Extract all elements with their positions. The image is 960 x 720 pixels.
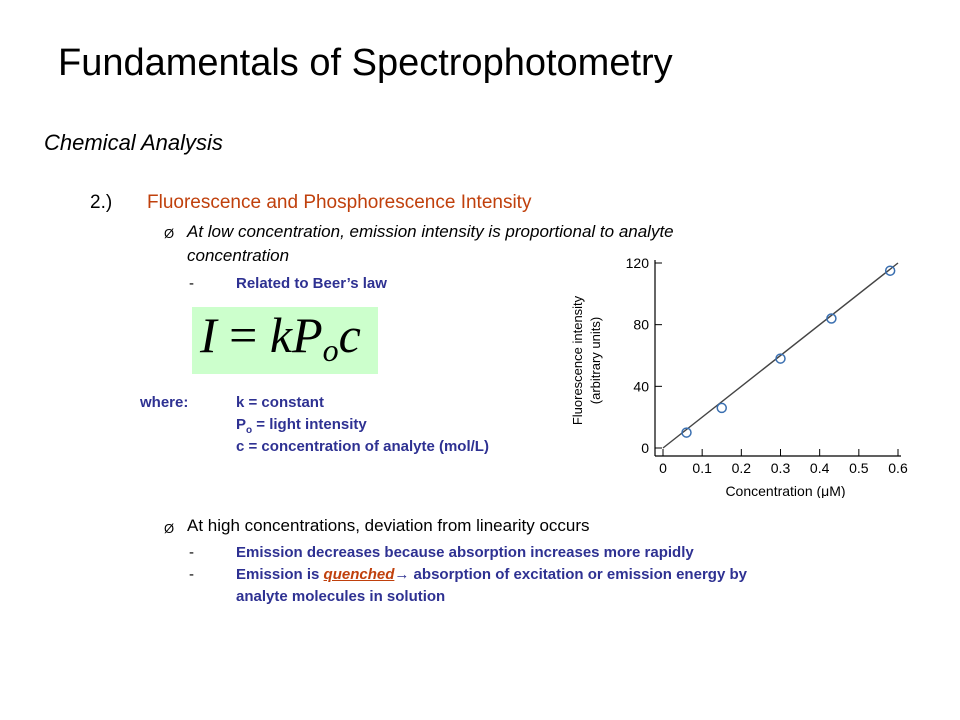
slide-title: Fundamentals of Spectrophotometry (58, 42, 673, 84)
x-tick-label: 0.6 (888, 460, 908, 476)
x-axis-label: Concentration (μM) (725, 483, 845, 498)
y-tick-label: 40 (633, 378, 649, 394)
equation-c: c (338, 307, 361, 363)
equation-box (192, 307, 378, 374)
where-c: c = concentration of analyte (mol/L) (236, 438, 489, 455)
y-tick-label: 80 (633, 317, 649, 333)
bullet-1-line-2: concentration (187, 246, 290, 265)
bullet-2-text: At high concentrations, deviation from l… (187, 516, 590, 535)
data-point (775, 353, 786, 364)
dash-3: - (189, 566, 194, 583)
equation-p: P (292, 307, 323, 363)
x-tick-label: 0.3 (771, 460, 791, 476)
deviation-2-post: absorption of excitation or emission ene… (409, 566, 747, 583)
deviation-2: Emission is quenched→ absorption of exci… (236, 566, 747, 583)
fit-line (662, 262, 899, 449)
y-tick-label: 120 (626, 255, 650, 271)
bullet-arrow-icon: Ø (164, 226, 175, 241)
bullet-1-line-1: At low concentration, emission intensity… (187, 222, 674, 241)
data-point (826, 313, 837, 324)
x-tick-label: 0.5 (849, 460, 869, 476)
quenched-word: quenched (323, 566, 395, 583)
dash-2: - (189, 544, 194, 561)
bullet-arrow-icon-2: Ø (164, 521, 175, 536)
bullet-1-text: At low concentration, emission intensity… (187, 220, 887, 268)
dash-1: - (189, 275, 194, 292)
where-p-rest: = light intensity (252, 416, 367, 433)
data-point (716, 402, 727, 414)
y-axis-label-line-1: Fluorescence intensity (570, 295, 585, 425)
item-title: Fluorescence and Phosphorescence Intensi… (147, 192, 532, 213)
x-tick-label: 0.4 (810, 460, 830, 476)
equation-k: k (269, 307, 293, 363)
where-p-main: P (236, 416, 247, 433)
slide-subtitle: Chemical Analysis (44, 130, 223, 155)
deviation-2-line-2: analyte molecules in solution (236, 588, 446, 605)
data-point (681, 427, 692, 438)
fluorescence-chart: 0 40 80 120 0 0.1 0.2 0.3 0.4 0.5 0.6 Concentration… (570, 255, 908, 498)
y-tick-label: 0 (641, 440, 649, 456)
data-point (884, 265, 896, 276)
where-k: k = constant (236, 394, 324, 411)
deviation-2-pre: Emission is (236, 566, 324, 583)
arrow-icon: → (394, 566, 410, 583)
equation: I = kPoc (200, 306, 361, 369)
equation-equals: = (216, 307, 270, 363)
x-tick-label: 0.2 (732, 460, 752, 476)
equation-p-sub: o (322, 332, 339, 368)
where-label: where: (140, 394, 189, 411)
x-tick-label: 0.1 (692, 460, 712, 476)
item-number: 2.) (90, 192, 113, 213)
y-axis-label-line-2: (arbitrary units) (588, 317, 603, 404)
where-p-sub: o (246, 425, 253, 436)
where-p: Po = light intensity (236, 416, 367, 436)
equation-i: I (200, 307, 217, 363)
deviation-1: Emission decreases because absorption in… (236, 544, 694, 561)
x-tick-label: 0 (659, 460, 667, 476)
related-beer-law: Related to Beer’s law (236, 275, 387, 292)
